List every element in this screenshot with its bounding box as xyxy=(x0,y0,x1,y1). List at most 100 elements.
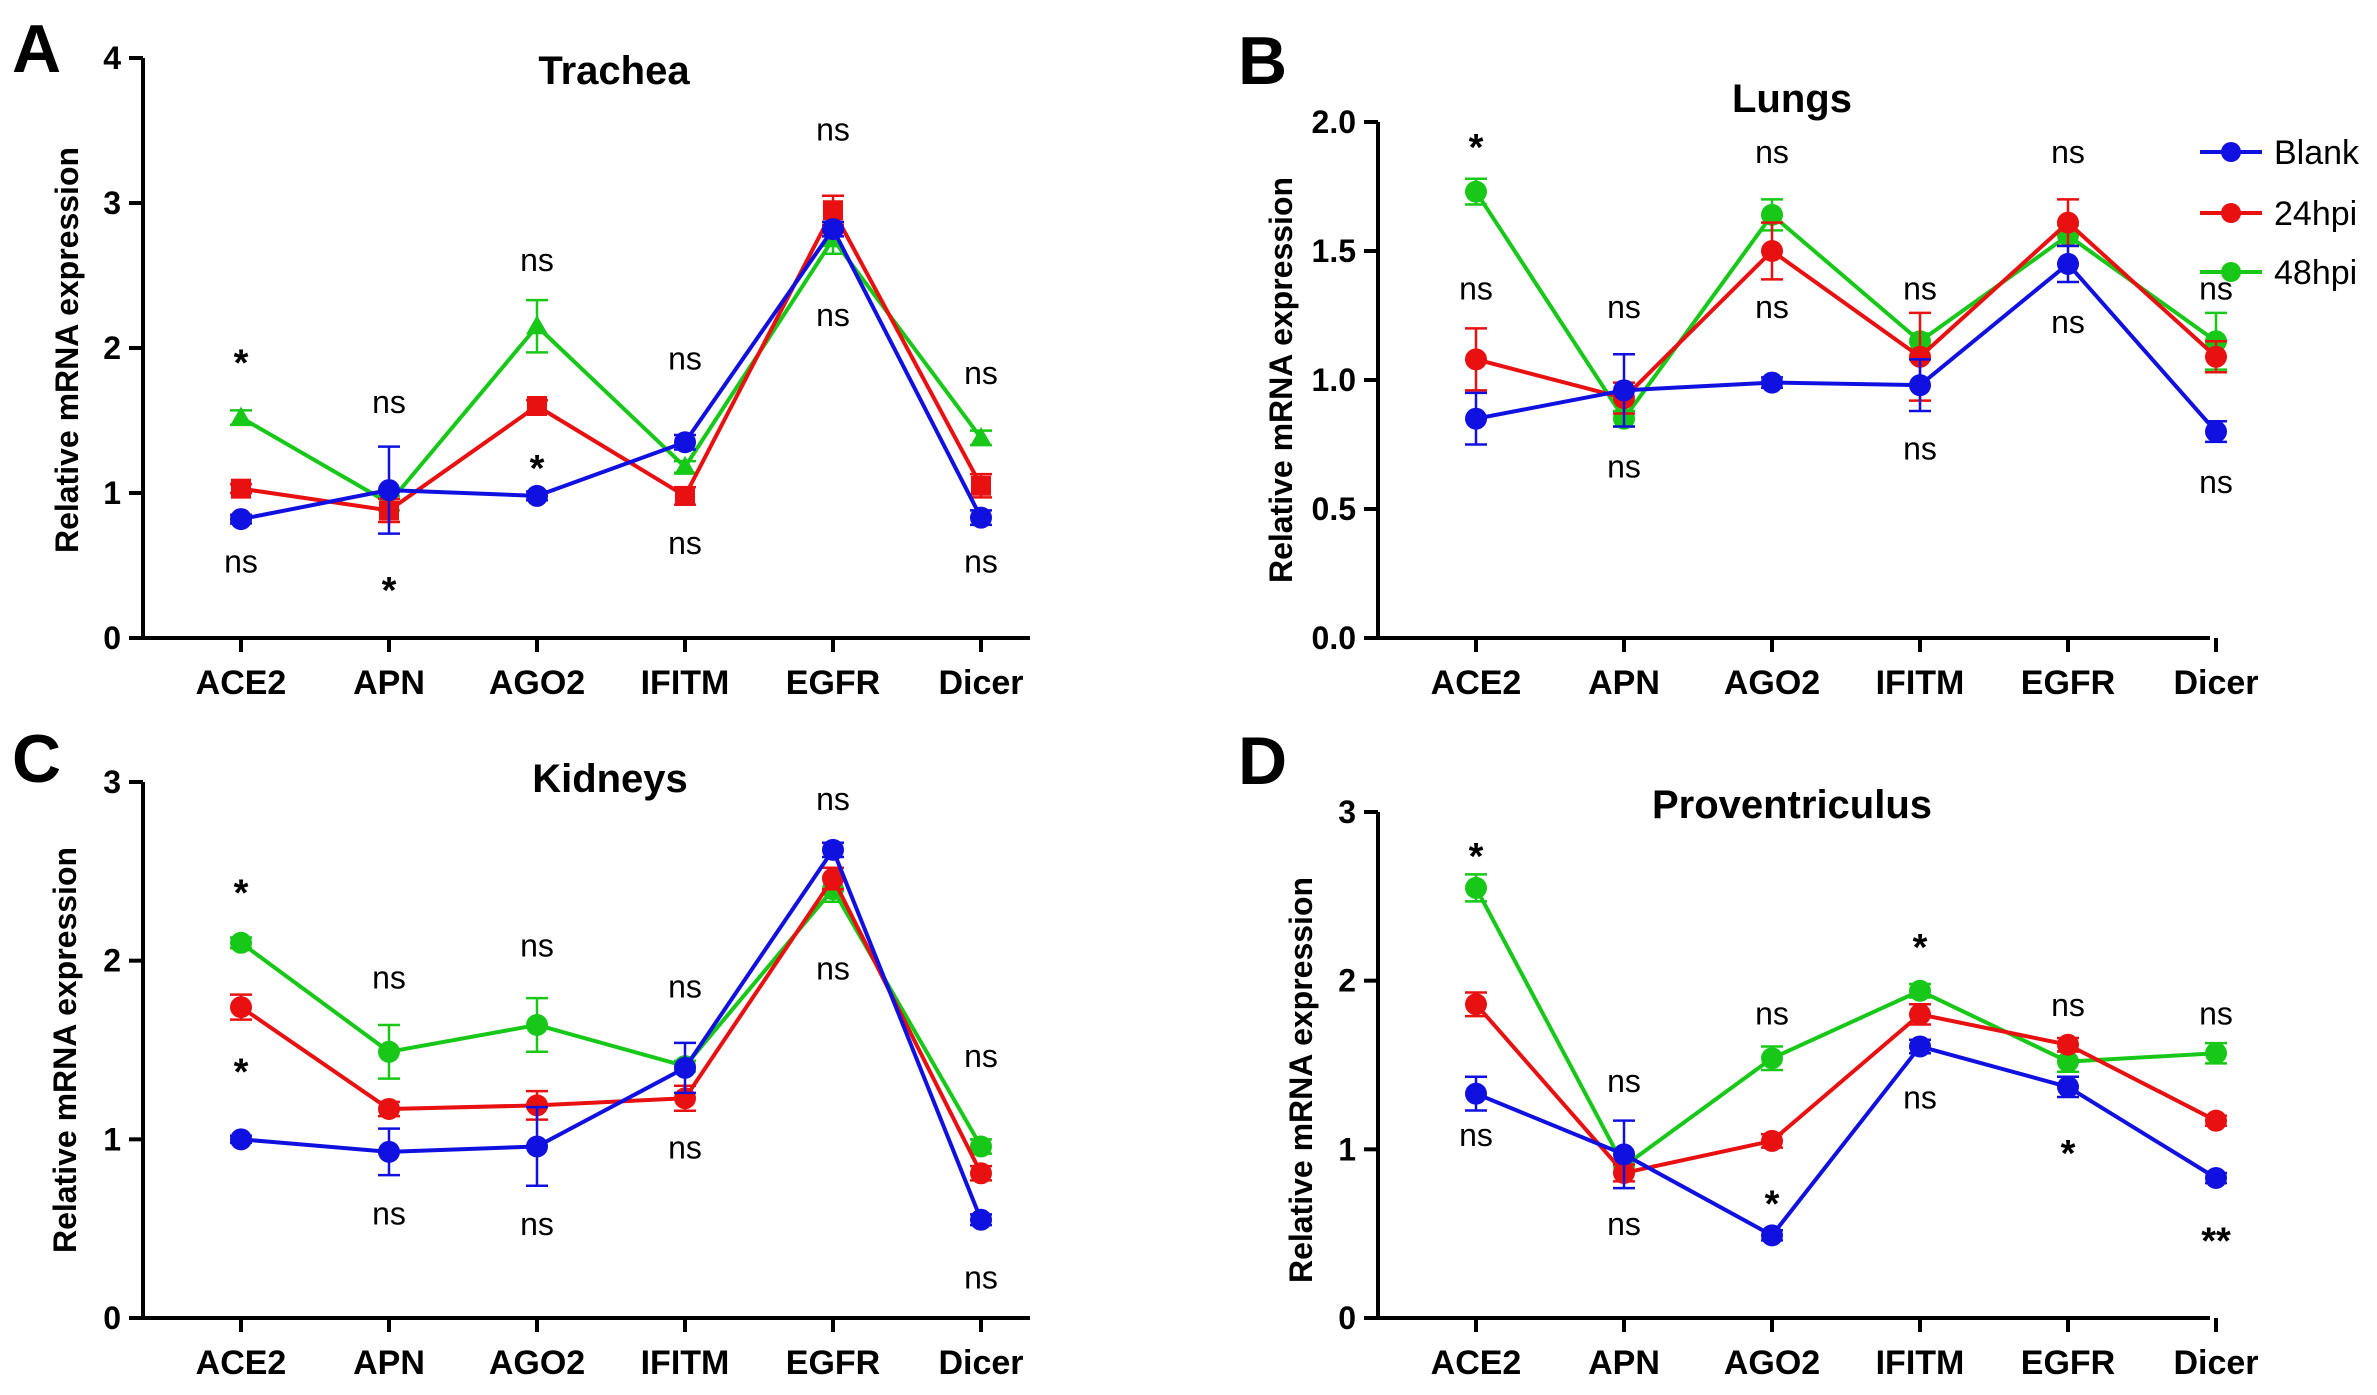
x-tick-label-ifitm: IFITM xyxy=(641,1344,730,1382)
series-line-24hpi xyxy=(239,876,983,1175)
significance-ns: ns xyxy=(2051,134,2085,170)
significance-star: * xyxy=(1469,836,1484,878)
x-tick-label-ago2: AGO2 xyxy=(489,664,585,702)
data-point-24hpi-ace2 xyxy=(231,478,251,499)
data-point-blank-ago2 xyxy=(1761,371,1783,394)
y-tick-label: 0.0 xyxy=(1312,620,1356,656)
y-axis-label: Relative mRNA expression xyxy=(47,847,83,1253)
significance-ns: ns xyxy=(2199,464,2233,500)
x-tick-label-dicer: Dicer xyxy=(2173,664,2258,702)
data-point-blank-ifitm xyxy=(674,1056,696,1079)
x-tick-label-apn: APN xyxy=(1588,664,1660,702)
y-tick-label: 0 xyxy=(103,620,121,656)
data-point-blank-egfr xyxy=(2057,252,2079,275)
data-point-blank-ifitm xyxy=(1909,1035,1931,1058)
significance-star: * xyxy=(1913,927,1928,969)
panel-trachea: A Trachea Relative mRNA expression 0 1 2 3 4… xyxy=(12,11,1030,702)
data-point-48hpi-ago2 xyxy=(526,315,548,335)
series-blank xyxy=(1465,1035,2227,1247)
legend-marker-blank xyxy=(2221,142,2241,162)
data-point-24hpi-apn xyxy=(378,1097,400,1120)
series-line-48hpi xyxy=(239,237,983,506)
significance-ns: ns xyxy=(1903,1080,1937,1116)
significance-star: * xyxy=(1469,127,1484,169)
data-point-blank-ifitm xyxy=(674,431,696,454)
significance-star: * xyxy=(530,448,545,490)
data-point-48hpi-ace2 xyxy=(230,931,252,954)
data-point-24hpi-ago2 xyxy=(527,396,547,416)
data-point-48hpi-ago2 xyxy=(1761,1047,1783,1070)
x-tick-label-apn: APN xyxy=(1588,1344,1660,1382)
x-tick-label-ago2: AGO2 xyxy=(489,1344,585,1382)
data-point-48hpi-ifitm xyxy=(1909,979,1931,1002)
x-tick-label-ace2: ACE2 xyxy=(196,1344,287,1382)
series-blank xyxy=(1465,244,2227,446)
y-axis-label: Relative mRNA expression xyxy=(1263,177,1299,583)
data-point-blank-dicer xyxy=(970,1208,992,1231)
plot-area-lungs: 0.0 0.5 1.0 1.5 2.0 ACE2 APN AGO2 IFITM EGFR Dicer… xyxy=(1312,104,2259,702)
chart-title: Kidneys xyxy=(532,757,688,801)
data-point-48hpi-ace2 xyxy=(1465,876,1487,899)
panel-proventriculus: D Proventriculus Relative mRNA expressio… xyxy=(1238,723,2259,1382)
y-tick-label: 3 xyxy=(1338,794,1356,830)
significance-star: * xyxy=(1765,1184,1780,1226)
data-point-48hpi-apn xyxy=(378,1040,400,1063)
x-tick-label-dicer: Dicer xyxy=(2173,1344,2258,1382)
y-tick-label: 3 xyxy=(103,185,121,221)
significance-ns: ns xyxy=(1607,289,1641,325)
y-axis-label: Relative mRNA expression xyxy=(49,147,85,553)
plot-area-trachea: 0 1 2 3 4 ACE2 APN AGO2 IFITM EGFR Dicer * ns ns * ns * n… xyxy=(103,40,1030,702)
series-line-24hpi xyxy=(240,208,983,513)
data-point-48hpi-ace2 xyxy=(1465,180,1487,203)
significance-ns: ns xyxy=(520,1206,554,1242)
significance-ns: ns xyxy=(1459,1117,1493,1153)
data-point-48hpi-dicer xyxy=(970,426,992,446)
x-tick-label-ago2: AGO2 xyxy=(1724,1344,1820,1382)
data-point-24hpi-egfr xyxy=(2057,211,2079,234)
significance-ns: ns xyxy=(372,960,406,996)
significance-ns: ns xyxy=(668,968,702,1004)
data-point-blank-apn xyxy=(1613,1143,1635,1166)
series-line-blank xyxy=(240,227,983,522)
chart-title: Lungs xyxy=(1732,77,1852,121)
y-tick-label: 1 xyxy=(103,475,121,511)
significance-star: * xyxy=(234,342,249,384)
series-24hpi xyxy=(1465,991,2227,1184)
x-tick-label-egfr: EGFR xyxy=(786,664,880,702)
panel-letter-d: D xyxy=(1238,723,1287,799)
series-line-24hpi xyxy=(1475,220,2218,401)
significance-ns: ns xyxy=(2199,995,2233,1031)
significance-ns: ns xyxy=(1903,431,1937,467)
significance-star: * xyxy=(234,873,249,915)
data-point-blank-apn xyxy=(378,1140,400,1163)
significance-ns: ns xyxy=(964,1038,998,1074)
significance-ns: ns xyxy=(1755,134,1789,170)
legend-label-48hpi: 48hpi xyxy=(2274,254,2357,292)
significance-ns: ns xyxy=(2051,987,2085,1023)
y-tick-label: 0 xyxy=(1338,1300,1356,1336)
legend-label-24hpi: 24hpi xyxy=(2274,195,2357,233)
series-line-48hpi xyxy=(1474,190,2218,421)
data-point-24hpi-ace2 xyxy=(1465,348,1487,371)
data-point-blank-ifitm xyxy=(1909,374,1931,397)
data-point-48hpi-dicer xyxy=(2205,1042,2227,1065)
data-point-blank-dicer xyxy=(2205,420,2227,443)
significance-ns: ns xyxy=(964,544,998,580)
data-point-24hpi-dicer xyxy=(2205,1109,2227,1132)
y-axis-label: Relative mRNA expression xyxy=(1283,877,1319,1283)
series-24hpi xyxy=(230,866,992,1185)
data-point-48hpi-ifitm xyxy=(674,455,696,475)
x-tick-label-egfr: EGFR xyxy=(2021,664,2115,702)
legend-marker-48hpi xyxy=(2221,262,2241,282)
data-point-24hpi-egfr xyxy=(823,200,843,221)
legend-item-48hpi: 48hpi xyxy=(2200,254,2357,292)
significance-ns: ns xyxy=(520,242,554,278)
x-tick-label-egfr: EGFR xyxy=(786,1344,880,1382)
significance-ns: ns xyxy=(1607,1206,1641,1242)
y-tick-label: 2 xyxy=(1338,963,1356,999)
data-point-48hpi-egfr xyxy=(2057,1050,2079,1073)
panel-kidneys: C Kidneys Relative mRNA expression 0 1 2 3 A… xyxy=(12,721,1030,1382)
data-point-24hpi-dicer xyxy=(2205,345,2227,368)
significance-star: * xyxy=(234,1051,249,1093)
x-tick-label-apn: APN xyxy=(353,1344,425,1382)
